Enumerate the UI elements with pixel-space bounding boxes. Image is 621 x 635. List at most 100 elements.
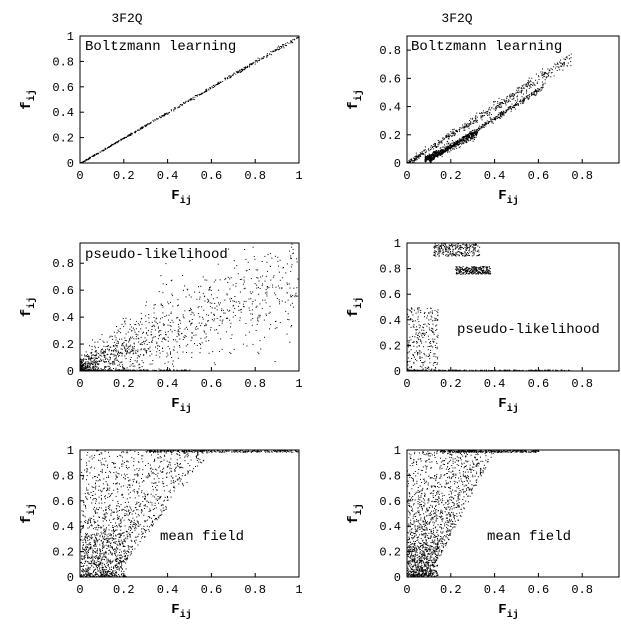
scatter-point <box>145 126 147 128</box>
scatter-point <box>527 97 529 99</box>
scatter-point <box>455 266 457 268</box>
scatter-point <box>99 355 101 357</box>
scatter-point <box>555 369 557 371</box>
scatter-point <box>122 345 124 347</box>
scatter-point <box>442 150 444 152</box>
scatter-point <box>462 269 464 271</box>
scatter-point <box>148 348 150 350</box>
scatter-point <box>479 268 481 270</box>
scatter-point <box>551 71 553 73</box>
scatter-point <box>419 336 420 338</box>
scatter-point <box>486 269 488 270</box>
scatter-point <box>472 246 474 248</box>
scatter-point <box>503 370 504 371</box>
scatter-point <box>453 244 455 246</box>
scatter-point <box>135 130 137 132</box>
scatter-point <box>413 324 415 326</box>
scatter-point <box>430 155 432 157</box>
scatter-point <box>121 139 123 141</box>
scatter-point <box>171 319 173 321</box>
scatter-point <box>443 243 445 245</box>
scatter-point <box>125 317 127 319</box>
scatter-point <box>281 287 283 289</box>
scatter-point <box>556 63 558 65</box>
scatter-point <box>459 142 461 144</box>
scatter-point <box>493 118 495 120</box>
scatter-point <box>461 136 463 138</box>
scatter-point <box>115 355 117 357</box>
scatter-point <box>469 246 471 248</box>
scatter-point <box>446 135 448 137</box>
scatter-point <box>148 370 150 371</box>
scatter-point <box>108 365 110 367</box>
scatter-point <box>451 246 453 248</box>
scatter-point <box>243 69 245 71</box>
scatter-point <box>449 253 451 255</box>
scatter-point <box>81 366 83 368</box>
scatter-point <box>80 360 82 362</box>
scatter-point <box>229 351 231 353</box>
scatter-point <box>239 70 241 72</box>
scatter-point <box>278 271 280 273</box>
scatter-point <box>98 369 100 371</box>
scatter-point <box>160 369 162 371</box>
scatter-point <box>454 146 456 148</box>
scatter-point <box>266 56 268 58</box>
scatter-point <box>453 254 455 256</box>
scatter-point <box>188 99 190 101</box>
scatter-point <box>465 126 467 128</box>
scatter-point <box>476 243 477 245</box>
scatter-point <box>417 307 419 309</box>
scatter-point <box>291 302 293 304</box>
scatter-point <box>230 353 232 354</box>
scatter-point <box>278 265 280 267</box>
scatter-point <box>418 307 420 309</box>
scatter-point <box>505 102 507 104</box>
scatter-point <box>85 369 87 371</box>
scatter-point <box>417 352 418 353</box>
scatter-point <box>411 312 413 314</box>
scatter-point <box>433 254 435 256</box>
scatter-point <box>129 324 131 326</box>
scatter-point <box>433 155 435 157</box>
scatter-point <box>460 252 462 254</box>
scatter-point <box>207 88 209 90</box>
scatter-point <box>466 254 468 256</box>
scatter-point <box>129 338 130 340</box>
scatter-point <box>439 249 441 251</box>
scatter-point <box>153 317 155 318</box>
scatter-point <box>128 352 130 354</box>
scatter-point <box>481 271 483 273</box>
scatter-point <box>439 369 441 371</box>
scatter-point <box>93 370 95 371</box>
scatter-point <box>475 266 477 268</box>
scatter-point <box>558 67 560 69</box>
scatter-point <box>147 348 149 349</box>
scatter-point <box>442 151 444 153</box>
scatter-point <box>117 342 119 344</box>
scatter-point <box>421 366 423 368</box>
scatter-point <box>94 154 96 155</box>
scatter-point <box>156 118 158 120</box>
scatter-point <box>433 333 435 335</box>
scatter-point <box>189 320 191 322</box>
scatter-point <box>463 248 464 249</box>
scatter-point <box>445 370 447 371</box>
scatter-point <box>157 326 159 328</box>
scatter-point <box>410 318 412 319</box>
scatter-point <box>139 366 141 368</box>
scatter-point <box>452 146 454 147</box>
scatter-point <box>259 314 261 316</box>
scatter-point <box>413 157 415 159</box>
scatter-point <box>425 369 427 371</box>
scatter-point <box>199 343 201 344</box>
scatter-point <box>177 317 179 319</box>
scatter-point <box>198 322 200 324</box>
scatter-point <box>455 143 457 145</box>
scatter-point <box>452 252 454 254</box>
scatter-point <box>101 150 103 152</box>
scatter-point <box>148 322 150 324</box>
scatter-point <box>145 333 147 335</box>
scatter-point <box>191 319 193 320</box>
scatter-point <box>501 370 503 371</box>
